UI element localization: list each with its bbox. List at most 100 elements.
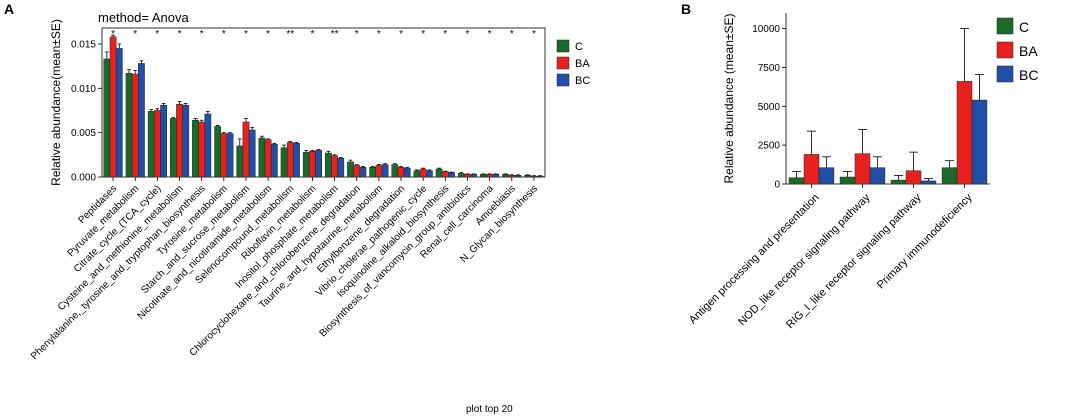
legend-swatch-bc	[556, 73, 570, 87]
legend-swatch-bc	[996, 65, 1014, 83]
bar-ba	[397, 166, 405, 178]
bar-ba	[375, 165, 383, 178]
bar-ba	[441, 171, 449, 178]
bar-ba	[154, 110, 161, 178]
bar-bc	[204, 113, 212, 178]
bar-c	[457, 173, 465, 178]
bar-bc	[337, 158, 345, 178]
significance-marker: *	[178, 29, 182, 40]
y-tick-label: 0.010	[71, 84, 96, 95]
bar-bc	[160, 104, 167, 178]
bar-bc	[403, 167, 411, 178]
y-tick-label: 10000	[752, 24, 780, 35]
significance-marker: *	[421, 29, 425, 40]
bar-c	[890, 179, 907, 185]
bar-c	[125, 72, 133, 178]
panel-a-chart: 0.000 0.005 0.010 0.015 Relative abundance(m…	[29, 19, 590, 362]
bar-bc	[869, 167, 886, 185]
significance-marker: *	[200, 29, 204, 40]
plot-frame	[101, 27, 546, 178]
legend-label-ba: BA	[575, 58, 590, 70]
bar-c	[435, 168, 443, 178]
significance-marker: *	[532, 29, 536, 40]
significance-marker: *	[510, 29, 514, 40]
significance-marker: *	[377, 29, 381, 40]
significance-marker: **	[331, 29, 339, 40]
bar-c	[169, 118, 177, 178]
bar-c	[369, 166, 377, 178]
bar-ba	[854, 153, 871, 185]
significance-marker: *	[466, 29, 470, 40]
bar-c	[258, 137, 266, 178]
x-tick-label: Primary immunodeficiency	[875, 191, 975, 291]
bar-ba	[309, 151, 316, 178]
bar-bc	[138, 63, 145, 178]
bar-c	[103, 58, 111, 178]
bar-bc	[920, 180, 937, 185]
bar-bc	[248, 129, 256, 178]
y-tick-label: 0.000	[71, 173, 96, 184]
legend-label-c: C	[575, 41, 583, 53]
y-tick-label: 0.005	[71, 128, 96, 139]
legend-swatch-ba	[996, 41, 1014, 59]
significance-marker: *	[111, 29, 115, 40]
bar-ba	[508, 174, 516, 178]
bar-bc	[536, 175, 544, 178]
legend-label-ba: BA	[1019, 43, 1038, 59]
y-tick-label: 2500	[758, 141, 781, 152]
bar-bc	[182, 104, 190, 178]
significance-marker: **	[286, 29, 294, 40]
y-tick-label: 5000	[758, 102, 781, 113]
bar-bc	[818, 167, 835, 185]
bar-ba	[331, 155, 338, 178]
bar-c	[280, 147, 288, 178]
bar-c	[788, 177, 805, 185]
y-axis-title: Relative abundance(mean±SE)	[49, 19, 63, 186]
significance-marker: *	[488, 29, 492, 40]
bar-ba	[956, 81, 973, 185]
bar-ba	[220, 133, 228, 178]
bar-ba	[198, 121, 206, 178]
legend-swatch-c	[996, 17, 1014, 35]
bar-bc	[315, 150, 322, 178]
significance-marker: *	[310, 29, 314, 40]
significance-marker: *	[155, 29, 159, 40]
caption: plot top 20	[466, 404, 513, 415]
x-tick-label: Citrate_cycle_(TCA_cycle)	[72, 183, 163, 274]
bar-bc	[226, 133, 234, 178]
bar-c	[214, 126, 221, 178]
bar-ba	[176, 104, 183, 178]
bar-bc	[359, 166, 367, 178]
bar-ba	[530, 175, 538, 178]
panel-b-letter: B	[681, 1, 691, 17]
bar-c	[391, 164, 399, 178]
bar-ba	[109, 36, 117, 178]
bar-c	[480, 174, 487, 178]
y-tick-label: 0.015	[71, 39, 96, 50]
significance-marker: *	[399, 29, 403, 40]
bar-ba	[242, 121, 250, 178]
bar-c	[192, 119, 199, 178]
panel-a-title: method= Anova	[98, 10, 189, 25]
bar-c	[502, 174, 509, 178]
bar-ba	[905, 170, 922, 185]
bar-c	[347, 161, 354, 178]
bar-bc	[470, 174, 478, 178]
significance-marker: *	[244, 29, 248, 40]
bar-ba	[264, 139, 272, 178]
panel-b-chart: 0 2500 5000 7500 10000 Relative abundance (me…	[687, 13, 1038, 331]
bar-bc	[293, 143, 300, 178]
legend-swatch-ba	[556, 56, 570, 70]
bar-ba	[419, 168, 427, 178]
legend-label-bc: BC	[575, 75, 590, 87]
bar-bc	[448, 172, 455, 178]
bar-ba	[286, 142, 294, 178]
bar-c	[839, 176, 856, 185]
bar-ba	[353, 165, 361, 178]
bar-ba	[464, 174, 471, 178]
bar-bc	[492, 174, 500, 178]
significance-marker: *	[133, 29, 137, 40]
bar-bc	[381, 164, 389, 178]
